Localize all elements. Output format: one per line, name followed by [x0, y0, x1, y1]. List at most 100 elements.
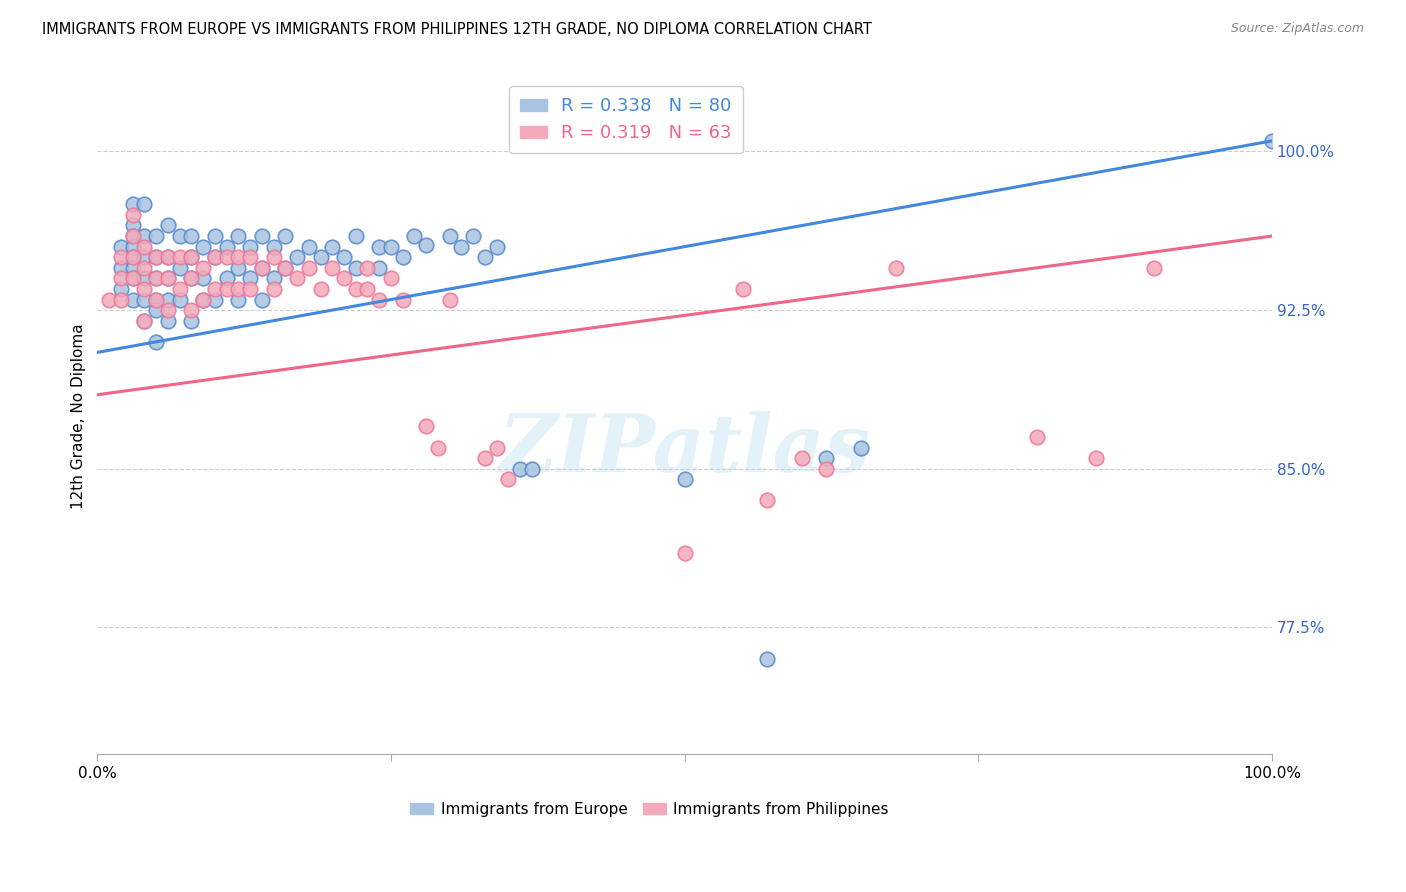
Point — [169, 282, 191, 296]
Point — [180, 250, 202, 264]
Point — [226, 229, 249, 244]
Point — [1084, 451, 1107, 466]
Point — [204, 250, 226, 264]
Point — [333, 271, 356, 285]
Point — [239, 271, 262, 285]
Point — [121, 229, 143, 244]
Point — [356, 282, 378, 296]
Point — [391, 293, 413, 307]
Point — [239, 240, 262, 254]
Point — [145, 271, 167, 285]
Text: ZIPatlas: ZIPatlas — [499, 411, 870, 489]
Point — [134, 282, 156, 296]
Point — [204, 250, 226, 264]
Point — [191, 260, 214, 275]
Point — [134, 271, 156, 285]
Point — [145, 229, 167, 244]
Point — [274, 260, 297, 275]
Y-axis label: 12th Grade, No Diploma: 12th Grade, No Diploma — [72, 323, 86, 508]
Point — [263, 271, 285, 285]
Point — [321, 240, 343, 254]
Point — [156, 293, 179, 307]
Point — [134, 260, 156, 275]
Point — [156, 250, 179, 264]
Point — [415, 419, 437, 434]
Point — [191, 240, 214, 254]
Point — [285, 250, 308, 264]
Point — [849, 441, 872, 455]
Point — [755, 652, 778, 666]
Point — [215, 271, 238, 285]
Point — [191, 293, 214, 307]
Point — [215, 282, 238, 296]
Point — [1143, 260, 1166, 275]
Point — [204, 282, 226, 296]
Point — [110, 260, 132, 275]
Point — [463, 229, 485, 244]
Point — [250, 229, 273, 244]
Point — [285, 271, 308, 285]
Point — [145, 293, 167, 307]
Point — [156, 250, 179, 264]
Point — [368, 293, 391, 307]
Point — [121, 271, 143, 285]
Point — [344, 260, 367, 275]
Point — [474, 250, 496, 264]
Point — [145, 271, 167, 285]
Point — [391, 250, 413, 264]
Point — [790, 451, 813, 466]
Point — [134, 240, 156, 254]
Point — [121, 240, 143, 254]
Point — [98, 293, 121, 307]
Point — [134, 197, 156, 211]
Point — [321, 260, 343, 275]
Point — [215, 240, 238, 254]
Point — [121, 229, 143, 244]
Point — [344, 229, 367, 244]
Text: Source: ZipAtlas.com: Source: ZipAtlas.com — [1230, 22, 1364, 36]
Point — [110, 293, 132, 307]
Point — [274, 229, 297, 244]
Point — [145, 293, 167, 307]
Point — [121, 271, 143, 285]
Point — [121, 219, 143, 233]
Point — [134, 229, 156, 244]
Point — [439, 229, 461, 244]
Point — [239, 250, 262, 264]
Point — [226, 282, 249, 296]
Point — [204, 293, 226, 307]
Point — [450, 240, 472, 254]
Point — [191, 293, 214, 307]
Point — [156, 271, 179, 285]
Point — [121, 208, 143, 222]
Point — [239, 282, 262, 296]
Point — [121, 260, 143, 275]
Point — [134, 314, 156, 328]
Point — [404, 229, 426, 244]
Point — [156, 219, 179, 233]
Point — [673, 546, 696, 560]
Point — [134, 250, 156, 264]
Point — [344, 282, 367, 296]
Point — [145, 303, 167, 318]
Point — [263, 282, 285, 296]
Point — [145, 250, 167, 264]
Point — [180, 303, 202, 318]
Point — [169, 260, 191, 275]
Point — [673, 472, 696, 486]
Point — [226, 293, 249, 307]
Point — [755, 493, 778, 508]
Point — [169, 293, 191, 307]
Point — [156, 271, 179, 285]
Point — [474, 451, 496, 466]
Point — [485, 441, 508, 455]
Point — [169, 229, 191, 244]
Point — [110, 282, 132, 296]
Point — [121, 250, 143, 264]
Point — [509, 461, 531, 475]
Point — [156, 303, 179, 318]
Point — [356, 260, 378, 275]
Point — [427, 441, 450, 455]
Point — [274, 260, 297, 275]
Point — [250, 260, 273, 275]
